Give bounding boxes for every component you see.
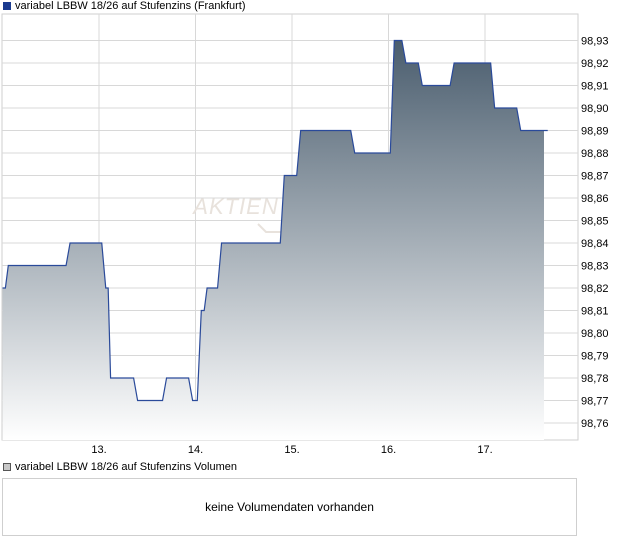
x-tick-label: 16. [381,444,396,456]
x-tick-label: 13. [91,444,106,456]
y-tick-label: 98,90 [581,103,609,115]
watermark: AKTIEN [191,194,278,219]
x-tick-label: 17. [477,444,492,456]
y-tick-label: 98,85 [581,216,609,228]
y-tick-label: 98,91 [581,81,609,93]
series-area [2,40,548,440]
volume-panel: keine Volumendaten vorhanden [2,478,577,536]
y-tick-label: 98,93 [581,36,609,48]
y-tick-label: 98,88 [581,148,609,160]
price-legend: variabel LBBW 18/26 auf Stufenzins (Fran… [3,0,246,12]
volume-legend: variabel LBBW 18/26 auf Stufenzins Volum… [3,461,237,473]
y-tick-label: 98,89 [581,126,609,138]
volume-legend-swatch [3,463,11,471]
volume-empty-message: keine Volumendaten vorhanden [205,500,374,514]
price-chart: AKTIEN 98,7698,7798,7898,7998,8098,8198,… [1,13,609,457]
series-line [2,39,548,402]
axis-ticks: 98,76 98,77 98,78 98,79 98,80 98,81 98,82 98,83… [91,36,608,457]
price-legend-swatch [3,2,11,10]
y-tick-label: 98,77 [581,396,609,408]
y-tick-label: 98,82 [581,283,609,295]
price-legend-label: variabel LBBW 18/26 auf Stufenzins (Fran… [15,0,246,12]
y-tick-label: 98,81 [581,306,609,318]
watermark-icon [257,223,286,233]
volume-legend-label: variabel LBBW 18/26 auf Stufenzins Volum… [15,461,237,473]
x-tick-label: 15. [284,444,299,456]
y-tick-label: 98,92 [581,58,609,70]
y-tick-label: 98,80 [581,328,609,340]
y-tick-label: 98,76 [581,418,609,430]
x-tick-label: 14. [188,444,203,456]
y-tick-label: 98,78 [581,373,609,385]
y-tick-label: 98,83 [581,261,609,273]
y-tick-label: 98,84 [581,238,609,250]
y-tick-label: 98,79 [581,351,609,363]
y-tick-label: 98,87 [581,171,609,183]
y-tick-label: 98,86 [581,193,609,205]
